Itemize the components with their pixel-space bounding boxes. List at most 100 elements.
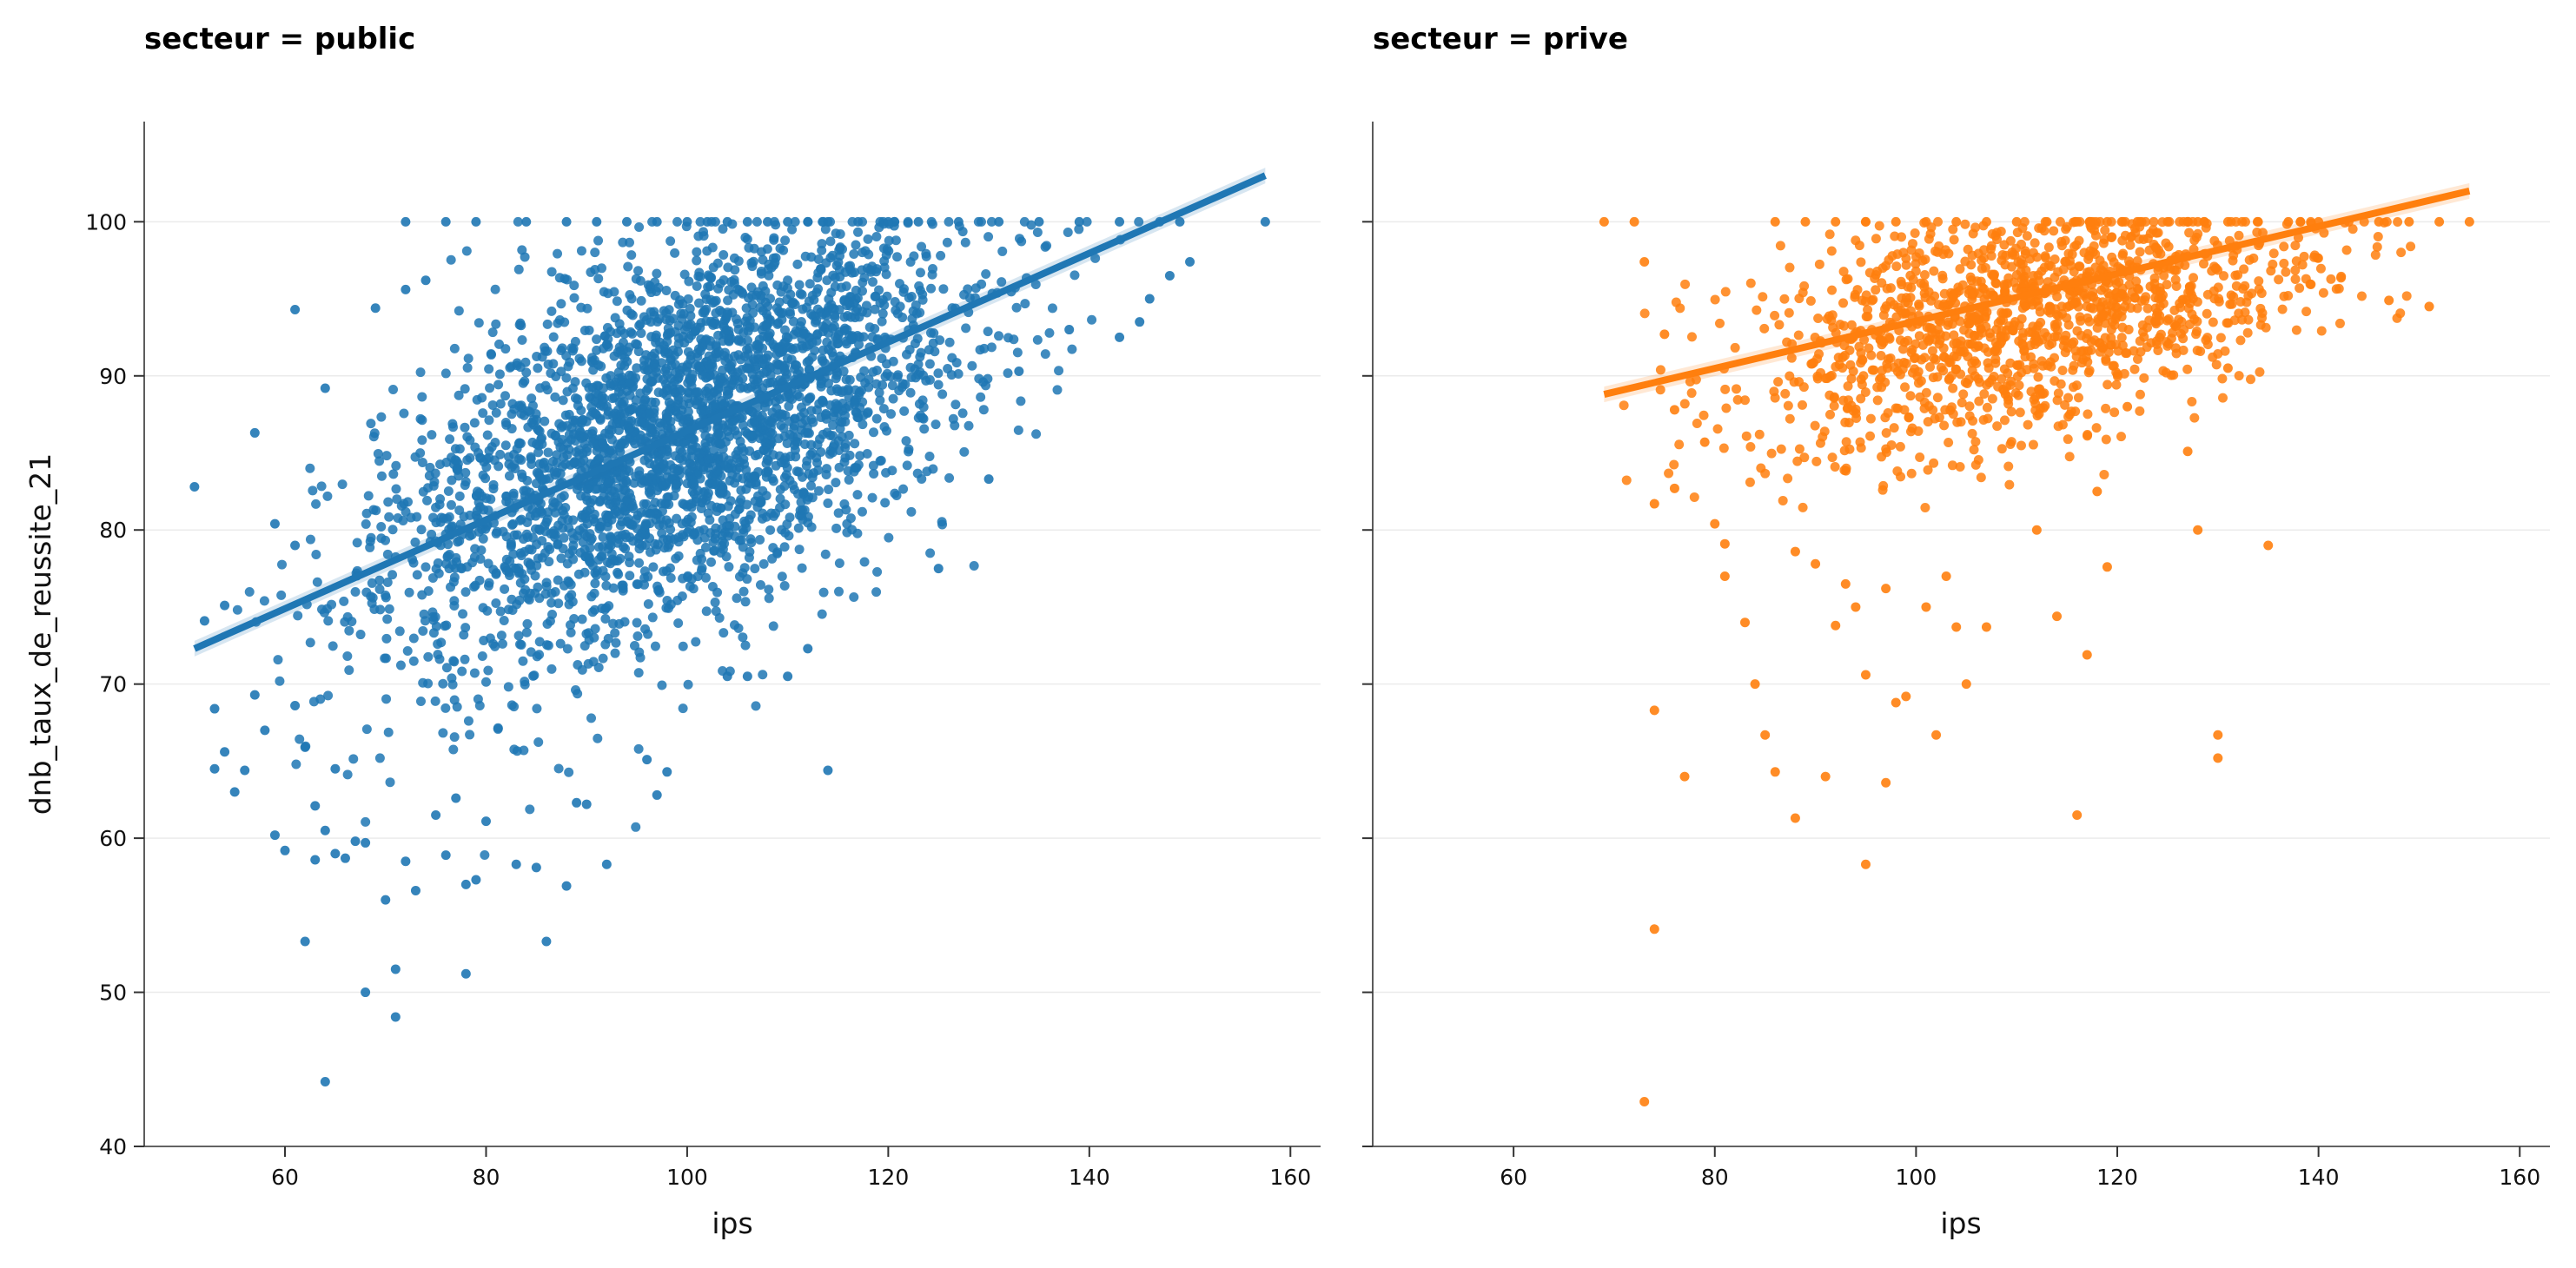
data-point	[1087, 314, 1097, 325]
data-point	[533, 736, 544, 747]
data-point	[1921, 216, 1931, 227]
data-point	[2191, 329, 2202, 340]
data-point	[722, 671, 732, 682]
data-point	[542, 346, 553, 356]
data-point	[311, 550, 321, 560]
data-point	[2031, 525, 2042, 535]
data-point	[820, 409, 831, 419]
data-point	[851, 294, 861, 305]
data-point	[1865, 413, 1876, 424]
data-point	[2404, 216, 2414, 227]
data-point	[446, 499, 456, 510]
data-point	[703, 383, 713, 393]
data-point	[2222, 363, 2233, 373]
data-point	[758, 508, 768, 518]
data-point	[831, 523, 842, 533]
data-point	[733, 256, 744, 267]
data-point	[718, 250, 729, 261]
data-point	[1144, 294, 1155, 304]
data-point	[826, 386, 837, 396]
data-point	[877, 353, 887, 364]
data-point	[711, 295, 721, 306]
data-point	[509, 459, 520, 470]
data-point	[977, 279, 987, 289]
data-point	[924, 359, 935, 369]
data-point	[1957, 398, 1967, 408]
data-point	[907, 314, 917, 324]
data-point	[2042, 216, 2052, 227]
data-point	[419, 609, 429, 619]
data-point	[637, 408, 647, 419]
data-point	[344, 625, 354, 636]
data-point	[449, 343, 460, 353]
data-point	[666, 572, 676, 583]
data-point	[983, 474, 994, 485]
data-point	[566, 627, 576, 637]
data-point	[404, 587, 414, 598]
data-point	[682, 466, 692, 476]
data-point	[882, 244, 892, 254]
data-point	[2033, 372, 2043, 382]
data-point	[2135, 336, 2145, 347]
data-point	[692, 555, 702, 565]
data-point	[1930, 246, 1941, 256]
data-point	[2043, 242, 2054, 253]
data-point	[788, 316, 798, 327]
data-point	[801, 302, 811, 313]
data-point	[2002, 325, 2012, 335]
data-point	[657, 505, 667, 516]
data-point	[1811, 558, 1821, 569]
data-point	[415, 448, 426, 459]
data-point	[742, 671, 752, 682]
data-point	[388, 469, 399, 479]
data-point	[491, 407, 501, 418]
data-point	[1852, 285, 1863, 295]
data-point	[634, 558, 645, 568]
data-point	[844, 450, 855, 460]
data-point	[2149, 216, 2159, 227]
data-point	[513, 264, 524, 274]
data-point	[344, 665, 354, 676]
data-point	[1881, 427, 1891, 438]
data-point	[858, 307, 868, 317]
data-point	[521, 485, 532, 496]
data-point	[824, 302, 834, 313]
data-point	[857, 265, 867, 275]
data-point	[2029, 363, 2039, 373]
data-point	[2017, 333, 2028, 343]
data-point	[1947, 319, 1957, 329]
data-point	[832, 334, 843, 344]
data-point	[1937, 274, 1948, 284]
data-point	[2106, 324, 2116, 334]
data-point	[473, 526, 484, 537]
data-point	[472, 505, 482, 516]
data-point	[381, 694, 392, 704]
data-point	[617, 399, 627, 409]
data-point	[504, 567, 514, 578]
data-point	[1639, 1097, 1650, 1107]
data-point	[684, 276, 694, 287]
data-point	[794, 545, 805, 555]
data-point	[730, 620, 740, 631]
data-point	[672, 216, 683, 227]
data-point	[564, 444, 574, 454]
data-point	[1967, 358, 1977, 368]
data-point	[2336, 273, 2347, 283]
data-point	[700, 430, 711, 440]
data-point	[1719, 538, 1730, 549]
data-point	[748, 354, 758, 365]
data-point	[919, 424, 930, 434]
data-point	[633, 743, 644, 754]
data-point	[1951, 216, 1962, 227]
data-point	[1986, 251, 1997, 261]
data-point	[1846, 320, 1857, 330]
data-point	[926, 283, 937, 294]
data-point	[449, 732, 460, 743]
data-point	[747, 261, 758, 272]
data-point	[2061, 224, 2071, 234]
data-point	[1895, 441, 1905, 452]
data-point	[530, 524, 540, 534]
data-point	[933, 564, 944, 574]
panel-prive: secteur = prive 60 80 100 120 140 160 ips	[1362, 22, 2550, 1240]
data-point	[2295, 283, 2305, 294]
